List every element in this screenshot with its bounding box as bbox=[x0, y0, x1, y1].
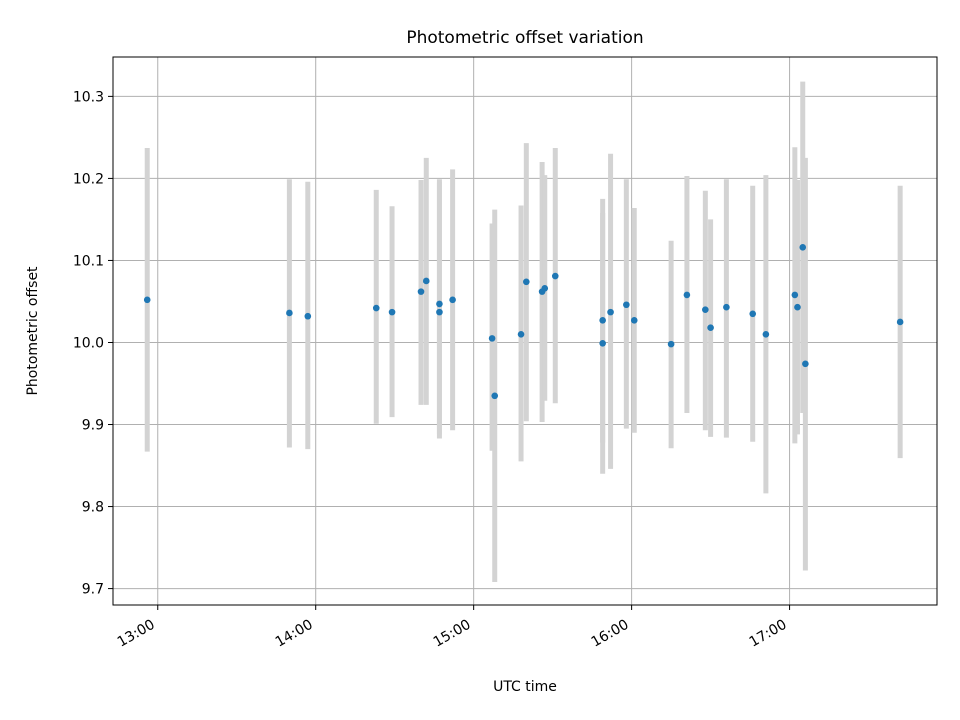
data-point bbox=[599, 340, 606, 347]
y-tick-label: 9.9 bbox=[82, 418, 104, 434]
data-point bbox=[304, 312, 312, 320]
data-point bbox=[436, 300, 443, 308]
data-point bbox=[417, 288, 425, 295]
data-point bbox=[667, 340, 675, 348]
y-axis-ticks: 9.7 9.8 9.9 10.0 10.1 10.2 10.3 bbox=[73, 89, 113, 598]
x-axis-label: UTC time bbox=[493, 679, 557, 695]
data-point bbox=[707, 324, 714, 332]
data-point bbox=[802, 360, 809, 368]
data-point bbox=[449, 296, 456, 304]
data-point bbox=[491, 392, 499, 400]
y-tick-label: 9.7 bbox=[82, 582, 104, 598]
y-tick-label: 10.1 bbox=[73, 253, 104, 269]
data-point bbox=[517, 330, 525, 338]
data-point bbox=[541, 285, 549, 292]
y-tick-label: 10.0 bbox=[73, 335, 104, 351]
data-point bbox=[896, 318, 904, 326]
data-point bbox=[422, 277, 430, 285]
data-point bbox=[791, 291, 799, 299]
data-point bbox=[372, 304, 380, 312]
y-tick-label: 10.3 bbox=[73, 89, 104, 105]
data-point bbox=[762, 330, 770, 338]
data-points bbox=[143, 244, 904, 400]
data-point bbox=[630, 317, 638, 324]
data-point bbox=[607, 308, 614, 316]
y-tick-label: 9.8 bbox=[82, 500, 104, 516]
data-point bbox=[488, 335, 496, 342]
data-point bbox=[683, 291, 691, 299]
y-axis-label: Photometric offset bbox=[25, 266, 41, 396]
plot-frame bbox=[112, 56, 938, 606]
data-point bbox=[286, 309, 293, 317]
data-point bbox=[702, 306, 709, 313]
data-point bbox=[599, 317, 606, 324]
y-tick-label: 10.2 bbox=[73, 171, 104, 187]
data-point bbox=[523, 278, 530, 286]
data-point bbox=[749, 310, 757, 318]
data-point bbox=[723, 303, 730, 311]
chart-title: Photometric offset variation bbox=[406, 28, 643, 48]
data-point bbox=[143, 296, 151, 304]
data-point bbox=[551, 272, 559, 280]
data-point bbox=[388, 308, 396, 316]
data-point bbox=[794, 303, 801, 311]
data-point bbox=[436, 308, 443, 316]
data-point bbox=[623, 301, 630, 309]
data-point bbox=[799, 244, 807, 251]
